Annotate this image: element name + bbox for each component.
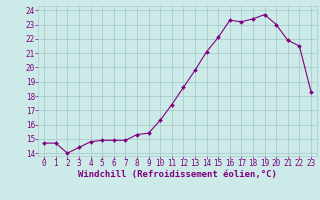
X-axis label: Windchill (Refroidissement éolien,°C): Windchill (Refroidissement éolien,°C): [78, 170, 277, 179]
